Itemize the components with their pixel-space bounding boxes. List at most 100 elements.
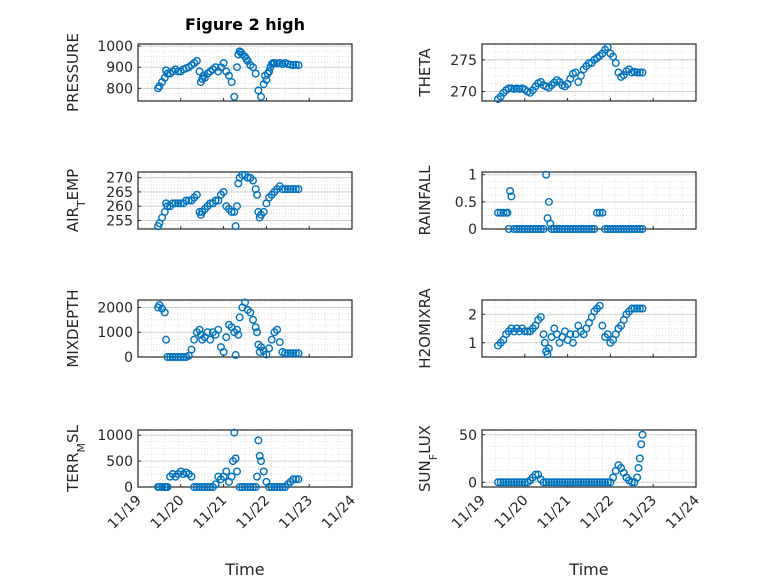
data-point: [603, 478, 612, 487]
data-point: [633, 224, 642, 233]
y-tick-label: 0.5: [455, 195, 477, 211]
data-point: [587, 478, 596, 487]
data-point: [166, 353, 175, 362]
data-point: [203, 328, 212, 337]
x-tick-label: 11/23: [620, 493, 660, 533]
data-point: [574, 478, 583, 487]
data-point: [179, 353, 188, 362]
y-tick-label: 275: [450, 53, 477, 69]
data-point: [622, 224, 631, 233]
x-axis-label-right: Time: [568, 560, 608, 579]
data-point: [251, 483, 260, 492]
data-point: [246, 308, 255, 317]
data-point: [633, 304, 642, 313]
data-point: [275, 338, 284, 347]
data-point: [598, 478, 607, 487]
data-point: [598, 208, 607, 217]
data-point: [579, 224, 588, 233]
data-point: [192, 483, 201, 492]
data-point: [638, 304, 647, 313]
data-point: [637, 440, 646, 449]
data-point: [163, 483, 172, 492]
data-point: [494, 478, 503, 487]
data-point: [539, 478, 548, 487]
data-point: [571, 478, 580, 487]
data-point: [240, 298, 249, 307]
data-point: [531, 224, 540, 233]
data-point: [171, 353, 180, 362]
data-point: [246, 483, 255, 492]
y-tick-label: 0: [468, 475, 477, 491]
data-point: [211, 480, 220, 489]
data-point: [232, 202, 241, 211]
data-point: [593, 208, 602, 217]
data-point: [576, 478, 585, 487]
y-axis-label-mixdepth: MIXDEPTH: [64, 289, 82, 367]
data-point: [593, 478, 602, 487]
data-point: [576, 71, 585, 80]
data-point: [496, 478, 505, 487]
data-point: [595, 478, 604, 487]
data-point: [510, 478, 519, 487]
data-point: [273, 483, 282, 492]
data-point: [547, 224, 556, 233]
data-point: [230, 92, 239, 101]
data-point: [552, 478, 561, 487]
data-point: [267, 335, 276, 344]
data-point: [255, 451, 264, 460]
data-point: [617, 224, 626, 233]
data-point: [190, 335, 199, 344]
figure-title: Figure 2 high: [185, 15, 305, 34]
data-point: [507, 192, 516, 201]
data-point: [499, 478, 508, 487]
data-point: [289, 349, 298, 358]
y-axis-label-pressure: PRESSURE: [64, 33, 82, 112]
data-point: [211, 196, 220, 205]
data-point: [265, 344, 274, 353]
data-point: [227, 77, 236, 86]
data-point: [634, 464, 643, 473]
data-point: [518, 478, 527, 487]
data-point: [523, 224, 532, 233]
axes-box: [481, 43, 697, 102]
subplot-terr-msl: 0 500 1000 11/19 11/20 11/21 11/22 11/23 11/24 TE…: [64, 424, 359, 532]
data-point: [291, 185, 300, 194]
data-point: [249, 176, 258, 185]
data-point: [558, 224, 567, 233]
data-point: [609, 52, 618, 61]
data-point: [232, 467, 241, 476]
data-point: [555, 478, 564, 487]
data-point: [249, 315, 258, 324]
data-point: [506, 186, 515, 195]
data-point: [198, 483, 207, 492]
data-point: [534, 224, 543, 233]
data-point: [224, 71, 233, 80]
data-point: [625, 224, 634, 233]
data-point: [635, 304, 644, 313]
data-point: [590, 224, 599, 233]
x-tick-label: 11/21: [535, 493, 575, 533]
data-point: [520, 327, 529, 336]
data-point: [539, 224, 548, 233]
data-point: [582, 478, 591, 487]
data-point: [550, 478, 559, 487]
data-point: [251, 323, 260, 332]
data-point: [568, 478, 577, 487]
data-point: [611, 224, 620, 233]
data-point: [232, 325, 241, 334]
data-point: [627, 304, 636, 313]
data-point: [582, 224, 591, 233]
data-point: [259, 207, 268, 216]
subplot-sun-flux: 0 50 11/19 11/20 11/21 11/22 11/23 11/24 SUNFLUX: [416, 425, 703, 532]
axes-box: [481, 299, 697, 358]
y-tick-label: 260: [106, 199, 133, 215]
data-point: [200, 483, 209, 492]
y-axis-label-sun-flux: SUNFLUX: [416, 425, 440, 492]
data-point: [574, 77, 583, 86]
data-point: [550, 224, 559, 233]
axes-box: [137, 299, 353, 358]
data-point: [174, 199, 183, 208]
data-point: [499, 208, 508, 217]
data-point: [195, 483, 204, 492]
